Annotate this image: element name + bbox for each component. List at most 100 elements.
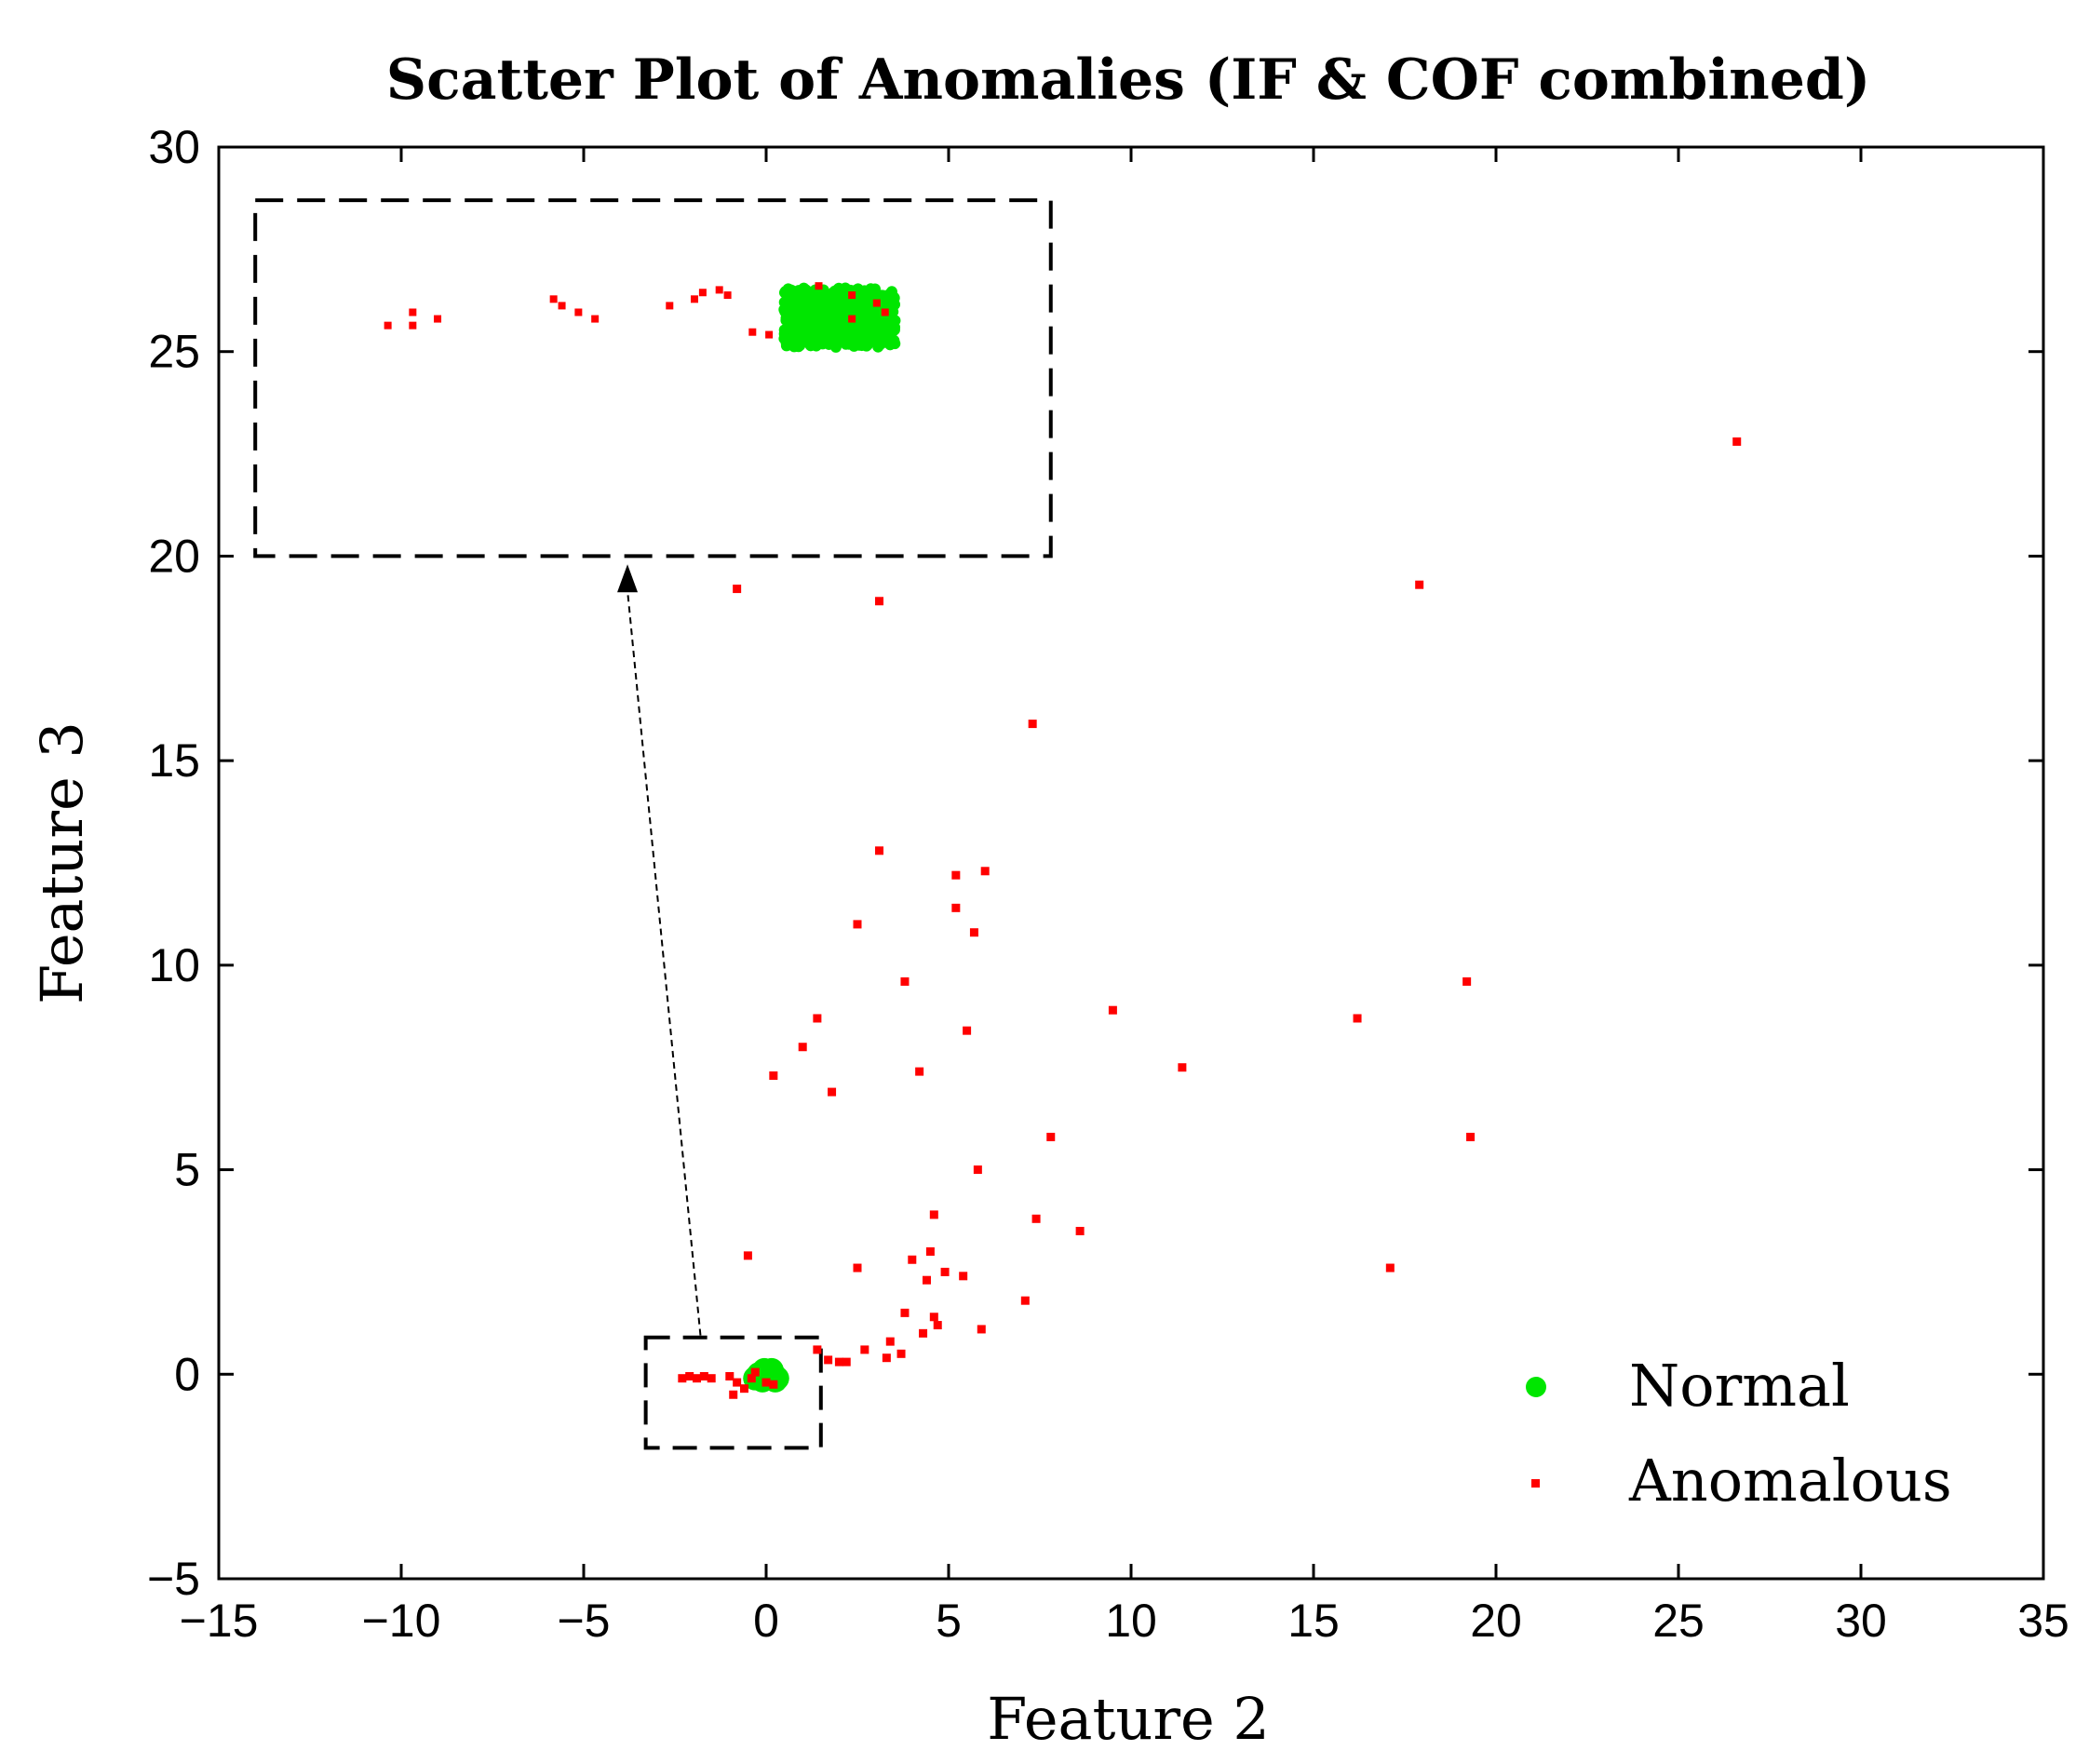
anomalous-point (969, 928, 978, 937)
anomalous-point (977, 1325, 986, 1334)
anomalous-point (1020, 1296, 1030, 1305)
anomalous-point (761, 1378, 771, 1387)
anomalous-point (1466, 1132, 1476, 1141)
chart-title: Scatter Plot of Anomalies (IF & COF comb… (386, 47, 1871, 113)
x-tick-label: 25 (1652, 1595, 1705, 1647)
inset-normal-point (804, 339, 816, 351)
inset-normal-point (885, 286, 897, 298)
anomalous-point (739, 1384, 748, 1394)
y-tick-label: 20 (148, 530, 200, 582)
zoom-inset-box (253, 198, 1053, 559)
anomalous-point (828, 1087, 837, 1097)
anomalous-point (1108, 1005, 1117, 1015)
inset-normal-point (889, 315, 901, 327)
anomalous-point (940, 1267, 950, 1276)
anomalous-point (725, 1371, 735, 1380)
anomalous-point (685, 1371, 694, 1380)
inset-anomalous-point (558, 302, 566, 310)
inset-normal-point (783, 317, 795, 330)
anomalous-point (922, 1275, 931, 1285)
inset-anomalous-point (698, 289, 707, 297)
y-tick-label: −5 (147, 1553, 200, 1605)
legend: Normal Anomalous (1526, 1352, 1952, 1515)
anomalous-point (875, 846, 884, 855)
inset-zoom (253, 198, 1053, 1450)
y-axis: −5 0 5 10 15 20 25 30 (147, 121, 2043, 1605)
anomalous-point (729, 1390, 738, 1399)
inset-anomalous-point (723, 291, 732, 300)
anomalous-point (885, 1337, 895, 1346)
anomalous-point (733, 1378, 742, 1387)
anomalous-point (750, 1367, 760, 1377)
inset-normal-point (860, 340, 872, 352)
anomalous-point (824, 1355, 833, 1365)
inset-normal-point (866, 284, 878, 296)
zoom-arrow-head (617, 564, 639, 593)
inset-normal-point (793, 286, 805, 298)
y-tick-label: 5 (174, 1144, 200, 1196)
inset-anomalous-point (591, 315, 600, 323)
anomalous-point (813, 1345, 822, 1354)
anomalous-point (1385, 1263, 1395, 1273)
x-tick-label: 35 (2017, 1595, 2069, 1647)
inset-normal-point (823, 338, 835, 350)
anomalous-point (896, 1349, 906, 1358)
inset-normal-point (781, 300, 793, 312)
anomalous-point (929, 1210, 938, 1219)
anomalous-point (963, 1026, 972, 1035)
x-tick-label: 0 (753, 1595, 779, 1647)
anomalous-point (1415, 580, 1424, 589)
anomalous-point (834, 1357, 843, 1367)
anomalous-point (853, 1263, 862, 1273)
y-tick-label: 30 (148, 121, 200, 173)
anomalous-point (693, 1374, 702, 1383)
series-anomalous (678, 437, 1742, 1399)
inset-anomalous-point (715, 286, 723, 294)
x-tick-label: −15 (180, 1595, 259, 1647)
anomalous-point (733, 585, 742, 594)
inset-anomalous-point (666, 302, 674, 310)
inset-anomalous-point (574, 308, 583, 316)
x-tick-label: 5 (936, 1595, 962, 1647)
anomalous-point (980, 867, 990, 876)
legend-marker-anomalous (1531, 1479, 1540, 1488)
anomalous-point (973, 1165, 982, 1175)
inset-normal-cluster (785, 290, 894, 345)
x-axis: −15 −10 −5 0 5 10 15 20 25 30 35 (180, 147, 2069, 1647)
inset-normal-point (887, 337, 899, 349)
anomalous-point (959, 1272, 968, 1281)
y-tick-label: 10 (148, 939, 200, 991)
legend-label-normal: Normal (1629, 1352, 1850, 1420)
anomalous-point (699, 1371, 708, 1380)
x-tick-label: 30 (1835, 1595, 1887, 1647)
anomalous-point (929, 1313, 938, 1322)
anomalous-point (951, 903, 961, 912)
zoom-arrow-line (627, 590, 702, 1336)
anomalous-point (747, 1374, 756, 1383)
inset-anomalous-point (434, 315, 442, 323)
anomalous-point (900, 976, 910, 986)
inset-anomalous-point (872, 299, 881, 307)
x-tick-label: −10 (362, 1595, 441, 1647)
anomalous-point (842, 1357, 851, 1367)
inset-anomalous-point (409, 308, 417, 316)
inset-anomalous-point (409, 321, 417, 330)
x-axis-label: Feature 2 (987, 1685, 1270, 1753)
anomalous-point (900, 1308, 910, 1317)
anomalous-point (875, 597, 884, 606)
x-tick-label: 15 (1287, 1595, 1340, 1647)
anomalous-point (769, 1380, 778, 1389)
inset-normal-point (888, 323, 900, 335)
anomalous-point (1462, 976, 1472, 986)
anomalous-point (1046, 1132, 1056, 1141)
anomalous-point (743, 1251, 752, 1260)
legend-marker-normal (1526, 1377, 1546, 1397)
anomalous-point (1075, 1226, 1085, 1235)
anomalous-point (915, 1067, 924, 1076)
anomalous-point (933, 1321, 942, 1330)
inset-normal-point (794, 340, 806, 352)
anomalous-point (769, 1071, 778, 1081)
x-tick-label: 10 (1105, 1595, 1157, 1647)
anomalous-point (707, 1374, 716, 1383)
